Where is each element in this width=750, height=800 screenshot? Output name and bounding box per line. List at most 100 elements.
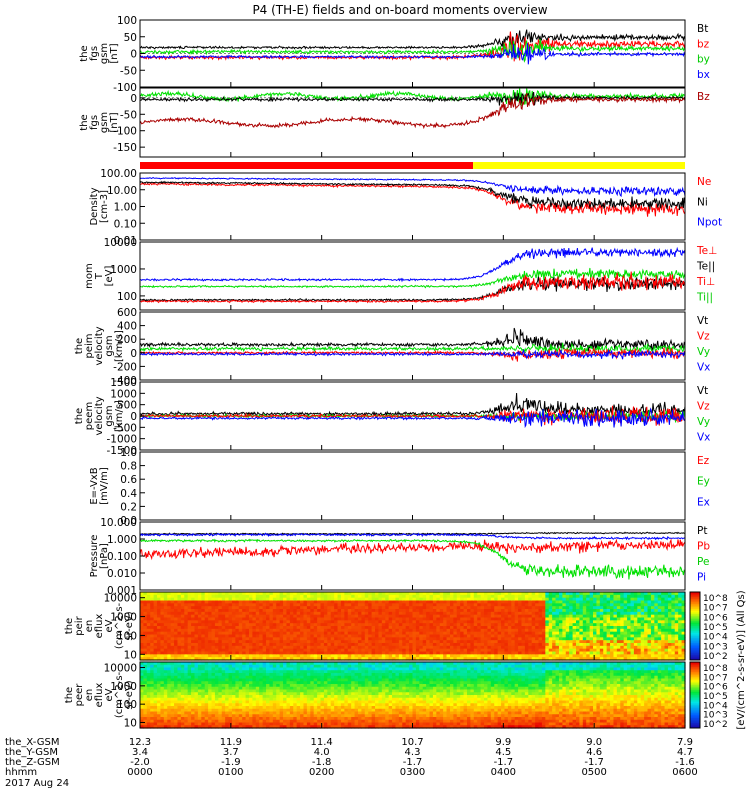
heat-cell (511, 654, 516, 658)
y-axis-label-line: Pressure (89, 535, 100, 578)
heat-cell (371, 620, 376, 624)
heat-cell (426, 609, 431, 613)
heat-cell (150, 662, 155, 666)
heat-cell (279, 594, 284, 599)
heat-cell (170, 600, 175, 604)
heat-cell (402, 606, 407, 610)
heat-cell (650, 643, 655, 647)
heat-cell (388, 651, 393, 655)
heat-cell (443, 648, 448, 653)
heat-cell (184, 606, 189, 610)
heat-cell (221, 695, 226, 699)
heat-cell (596, 651, 601, 655)
heat-cell (255, 657, 260, 661)
heat-cell (661, 645, 666, 650)
heat-cell (150, 684, 155, 688)
heat-cell (153, 681, 158, 685)
heat-cell (620, 617, 625, 621)
heat-cell (436, 643, 441, 647)
heat-cell (201, 686, 206, 691)
heat-cell (392, 611, 397, 616)
heat-cell (160, 640, 165, 644)
heat-cell (214, 686, 219, 691)
heat-cell (354, 603, 359, 607)
heat-cell (388, 594, 393, 599)
heat-cell (238, 606, 243, 610)
heat-cell (146, 692, 151, 696)
heat-cell (242, 708, 247, 713)
heat-cell (443, 603, 448, 607)
heat-cell (218, 686, 223, 691)
heat-cell (242, 654, 247, 658)
heat-cell (354, 657, 359, 661)
heat-cell (177, 700, 182, 704)
heat-cell (225, 662, 230, 666)
heat-cell (627, 645, 632, 650)
heat-cell (647, 611, 652, 616)
heat-cell (558, 592, 563, 596)
heat-cell (269, 631, 274, 636)
heat-cell (191, 703, 196, 707)
heat-cell (490, 614, 495, 619)
heat-cell (323, 657, 328, 661)
heat-cell (272, 626, 277, 630)
heat-cell (402, 643, 407, 647)
heat-cell (555, 640, 560, 644)
heat-cell (620, 648, 625, 653)
heat-cell (204, 675, 209, 680)
heat-cell (426, 600, 431, 604)
heat-cell (337, 645, 342, 650)
heat-cell (259, 606, 264, 610)
heat-cell (552, 600, 557, 604)
heat-cell (194, 697, 199, 702)
heat-cell (235, 651, 240, 655)
heat-cell (242, 684, 247, 688)
heat-cell (579, 628, 584, 633)
heat-cell (541, 628, 546, 633)
heat-cell (429, 631, 434, 636)
heat-cell (514, 594, 519, 599)
heat-cell (405, 594, 410, 599)
heat-cell (191, 657, 196, 661)
heat-cell (640, 614, 645, 619)
heat-cell (157, 703, 162, 707)
heat-cell (249, 657, 254, 661)
heat-cell (497, 643, 502, 647)
heat-cell (228, 711, 233, 715)
heat-cell (596, 643, 601, 647)
heat-cell (187, 623, 192, 627)
heat-cell (191, 640, 196, 644)
heat-cell (221, 637, 226, 641)
heat-cell (558, 600, 563, 604)
heat-cell (545, 657, 550, 661)
heat-cell (167, 670, 172, 674)
heat-cell (249, 648, 254, 653)
heat-cell (402, 609, 407, 613)
heat-cell (150, 708, 155, 713)
heat-cell (582, 640, 587, 644)
heat-cell (197, 708, 202, 713)
heat-cell (548, 654, 553, 658)
heat-cell (344, 651, 349, 655)
heat-cell (201, 717, 206, 721)
heat-cell (569, 623, 574, 627)
heat-cell (650, 600, 655, 604)
heat-cell (289, 631, 294, 636)
heat-cell (419, 626, 424, 630)
heat-cell (449, 620, 454, 624)
heat-cell (494, 592, 499, 596)
heat-cell (415, 623, 420, 627)
heat-cell (177, 703, 182, 707)
heat-cell (211, 722, 216, 726)
y-tick-label: 0 (130, 348, 137, 360)
heat-cell (504, 654, 509, 658)
heat-cell (266, 654, 271, 658)
heat-cell (140, 697, 145, 702)
heat-cell (334, 626, 339, 630)
heat-cell (402, 592, 407, 596)
heat-cell (231, 708, 236, 713)
angle-black-line (139, 91, 686, 106)
heat-cell (558, 651, 563, 655)
heat-cell (160, 692, 165, 696)
